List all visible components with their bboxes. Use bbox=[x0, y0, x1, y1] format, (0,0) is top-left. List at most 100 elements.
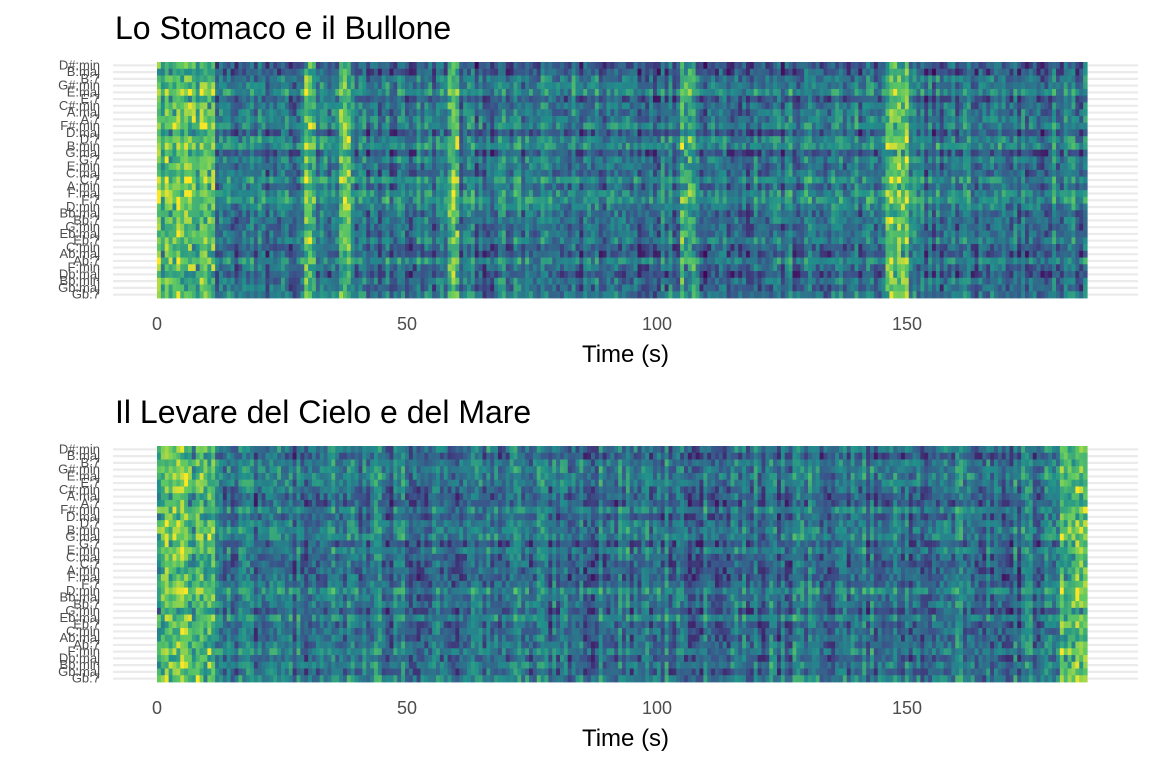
heatmap-cell bbox=[377, 264, 383, 272]
heatmap-cell bbox=[397, 217, 402, 225]
heatmap-cell bbox=[478, 203, 484, 211]
heatmap-cell bbox=[377, 196, 383, 204]
heatmap-cell bbox=[269, 250, 274, 258]
heatmap-cell bbox=[273, 149, 278, 157]
heatmap-cell bbox=[598, 237, 604, 245]
heatmap-cell bbox=[385, 291, 391, 299]
heatmap-cell bbox=[443, 122, 449, 130]
heatmap-cell bbox=[424, 62, 429, 70]
heatmap-cell bbox=[273, 88, 278, 97]
heatmap-cell bbox=[521, 129, 526, 137]
heatmap-cell bbox=[482, 68, 487, 76]
heatmap-cell bbox=[199, 62, 205, 70]
heatmap-cell bbox=[397, 62, 402, 70]
heatmap-cell bbox=[641, 68, 646, 76]
heatmap-cell bbox=[625, 176, 631, 184]
heatmap-cell bbox=[230, 102, 236, 110]
heatmap-cell bbox=[362, 217, 367, 225]
heatmap-cell bbox=[393, 250, 398, 258]
heatmap-cell bbox=[521, 109, 526, 117]
heatmap-cell bbox=[629, 217, 635, 225]
heatmap-cell bbox=[540, 277, 546, 285]
heatmap-cell bbox=[195, 291, 201, 299]
heatmap-cell bbox=[168, 102, 174, 110]
heatmap-cell bbox=[315, 163, 321, 171]
heatmap-cell bbox=[168, 129, 174, 137]
heatmap-cell bbox=[195, 176, 201, 184]
heatmap-cell bbox=[343, 142, 348, 151]
heatmap-cell bbox=[405, 109, 410, 117]
heatmap-cell bbox=[645, 169, 650, 178]
heatmap-cell bbox=[277, 223, 282, 231]
heatmap-cell bbox=[273, 190, 278, 198]
heatmap-cell bbox=[556, 237, 561, 245]
heatmap-cell bbox=[687, 68, 693, 76]
heatmap-cell bbox=[563, 196, 569, 204]
heatmap-cell bbox=[575, 257, 580, 265]
heatmap-cell bbox=[660, 210, 666, 218]
heatmap-cell bbox=[265, 244, 270, 252]
heatmap-cell bbox=[474, 75, 480, 83]
heatmap-cell bbox=[544, 95, 549, 103]
heatmap-cell bbox=[343, 102, 348, 110]
heatmap-cell bbox=[684, 68, 689, 76]
heatmap-cell bbox=[629, 68, 635, 76]
heatmap-cell bbox=[381, 102, 387, 110]
heatmap-cell bbox=[463, 291, 468, 299]
heatmap-cell bbox=[436, 88, 441, 97]
heatmap-cell bbox=[703, 223, 708, 231]
heatmap-cell bbox=[656, 203, 662, 211]
heatmap-cell bbox=[350, 82, 356, 90]
heatmap-cell bbox=[548, 163, 553, 171]
heatmap-cell bbox=[219, 210, 224, 218]
heatmap-cell bbox=[350, 68, 356, 76]
heatmap-cell bbox=[424, 190, 429, 198]
heatmap-cell bbox=[525, 271, 530, 279]
heatmap-cell bbox=[362, 291, 367, 299]
heatmap-cell bbox=[331, 203, 336, 211]
heatmap-cell bbox=[284, 223, 290, 231]
heatmap-cell bbox=[234, 291, 239, 299]
heatmap-cell bbox=[265, 250, 270, 258]
heatmap-cell bbox=[680, 88, 685, 97]
heatmap-cell bbox=[571, 95, 577, 103]
heatmap-cell bbox=[521, 149, 526, 157]
heatmap-cell bbox=[583, 62, 588, 70]
heatmap-cell bbox=[668, 257, 673, 265]
heatmap-cell bbox=[412, 250, 418, 258]
heatmap-cell bbox=[583, 237, 588, 245]
heatmap-cell bbox=[525, 122, 530, 130]
heatmap-cell bbox=[184, 183, 189, 191]
heatmap-cell bbox=[602, 264, 608, 272]
heatmap-cell bbox=[412, 68, 418, 76]
heatmap-cell bbox=[176, 149, 181, 157]
heatmap-cell bbox=[467, 88, 472, 97]
heatmap-cell bbox=[606, 264, 611, 272]
heatmap-cell bbox=[315, 210, 321, 218]
heatmap-cell bbox=[346, 291, 352, 299]
heatmap-cell bbox=[253, 156, 259, 164]
heatmap-cell bbox=[668, 129, 673, 137]
heatmap-cell bbox=[339, 115, 344, 124]
heatmap-cell bbox=[261, 102, 267, 110]
heatmap-cell bbox=[343, 244, 348, 252]
heatmap-cell bbox=[265, 176, 270, 184]
heatmap-cell bbox=[180, 129, 185, 137]
heatmap-cell bbox=[513, 115, 518, 124]
heatmap-cell bbox=[312, 196, 317, 204]
heatmap-cell bbox=[664, 284, 670, 292]
heatmap-cell bbox=[339, 203, 344, 211]
heatmap-cell bbox=[319, 217, 325, 225]
heatmap-cell bbox=[230, 230, 236, 238]
heatmap-cell bbox=[591, 183, 596, 191]
heatmap-cell bbox=[467, 102, 472, 110]
heatmap-cell bbox=[536, 257, 542, 265]
heatmap-cell bbox=[695, 82, 701, 90]
heatmap-cell bbox=[629, 122, 635, 130]
heatmap-cell bbox=[676, 203, 681, 211]
heatmap-cell bbox=[416, 237, 422, 245]
heatmap-cell bbox=[463, 271, 468, 279]
heatmap-cell bbox=[401, 156, 406, 164]
heatmap-cell bbox=[160, 203, 166, 211]
heatmap-cell bbox=[467, 75, 472, 83]
